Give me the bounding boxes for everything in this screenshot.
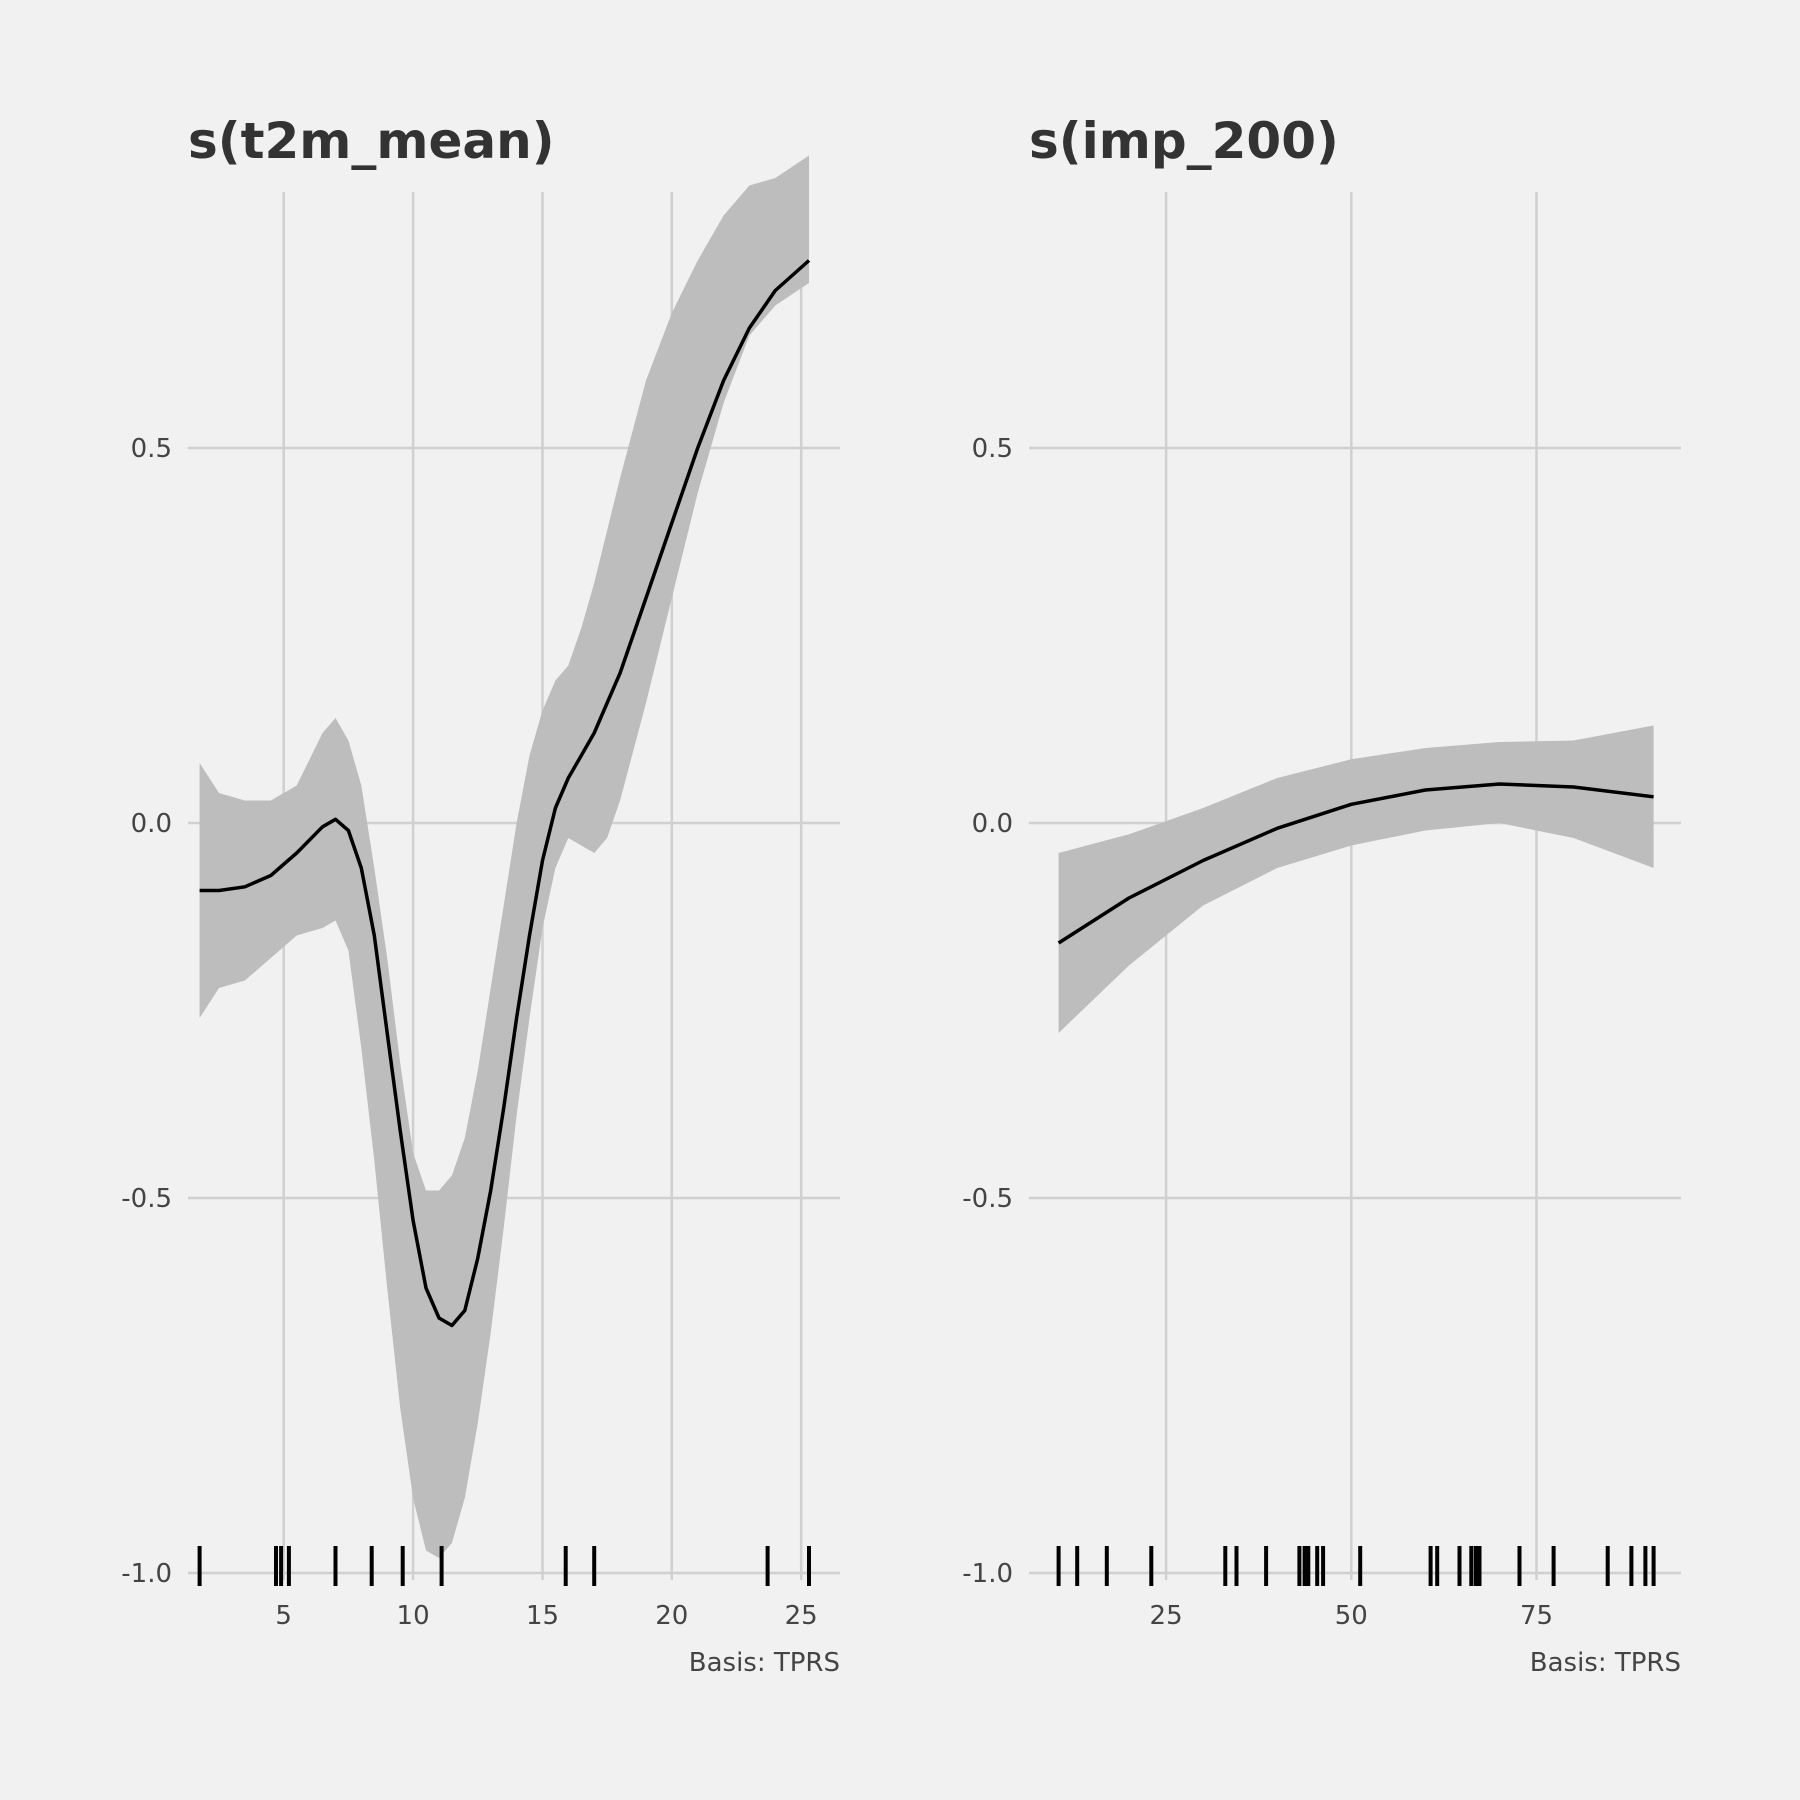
confidence-band: [199, 155, 810, 1558]
y-tick-label: 0.0: [972, 809, 1013, 839]
panel-t2m-mean: s(t2m_mean) -1.0 -0.5 0.0 0.5 5 10 15 20 25 Bas…: [121, 112, 840, 1678]
basis-caption: Basis: TPRS: [689, 1648, 840, 1678]
confidence-band: [1058, 725, 1654, 1033]
x-tick-label: 5: [275, 1601, 292, 1631]
panel-title: s(t2m_mean): [188, 112, 555, 170]
x-tick-label: 10: [397, 1601, 430, 1631]
smooth-line: [199, 259, 811, 1328]
x-tick-label: 15: [526, 1601, 559, 1631]
y-tick-label: -1.0: [121, 1559, 172, 1589]
basis-caption: Basis: TPRS: [1530, 1648, 1681, 1678]
x-tick-label: 25: [785, 1601, 818, 1631]
x-tick-label: 75: [1520, 1601, 1553, 1631]
x-tick-label: 25: [1150, 1601, 1183, 1631]
y-tick-label: 0.0: [131, 809, 172, 839]
x-tick-label: 50: [1335, 1601, 1368, 1631]
y-tick-label: -0.5: [962, 1184, 1013, 1214]
x-tick-label: 20: [655, 1601, 688, 1631]
y-tick-label: 0.5: [972, 434, 1013, 464]
smooth-line: [1057, 782, 1654, 945]
y-tick-label: 0.5: [131, 434, 172, 464]
y-tick-label: -1.0: [962, 1559, 1013, 1589]
panel-imp-200: s(imp_200) -1.0 -0.5 0.0 0.5 25 50 75 Basis: …: [962, 112, 1681, 1678]
panel-title: s(imp_200): [1029, 112, 1339, 170]
y-tick-label: -0.5: [121, 1184, 172, 1214]
